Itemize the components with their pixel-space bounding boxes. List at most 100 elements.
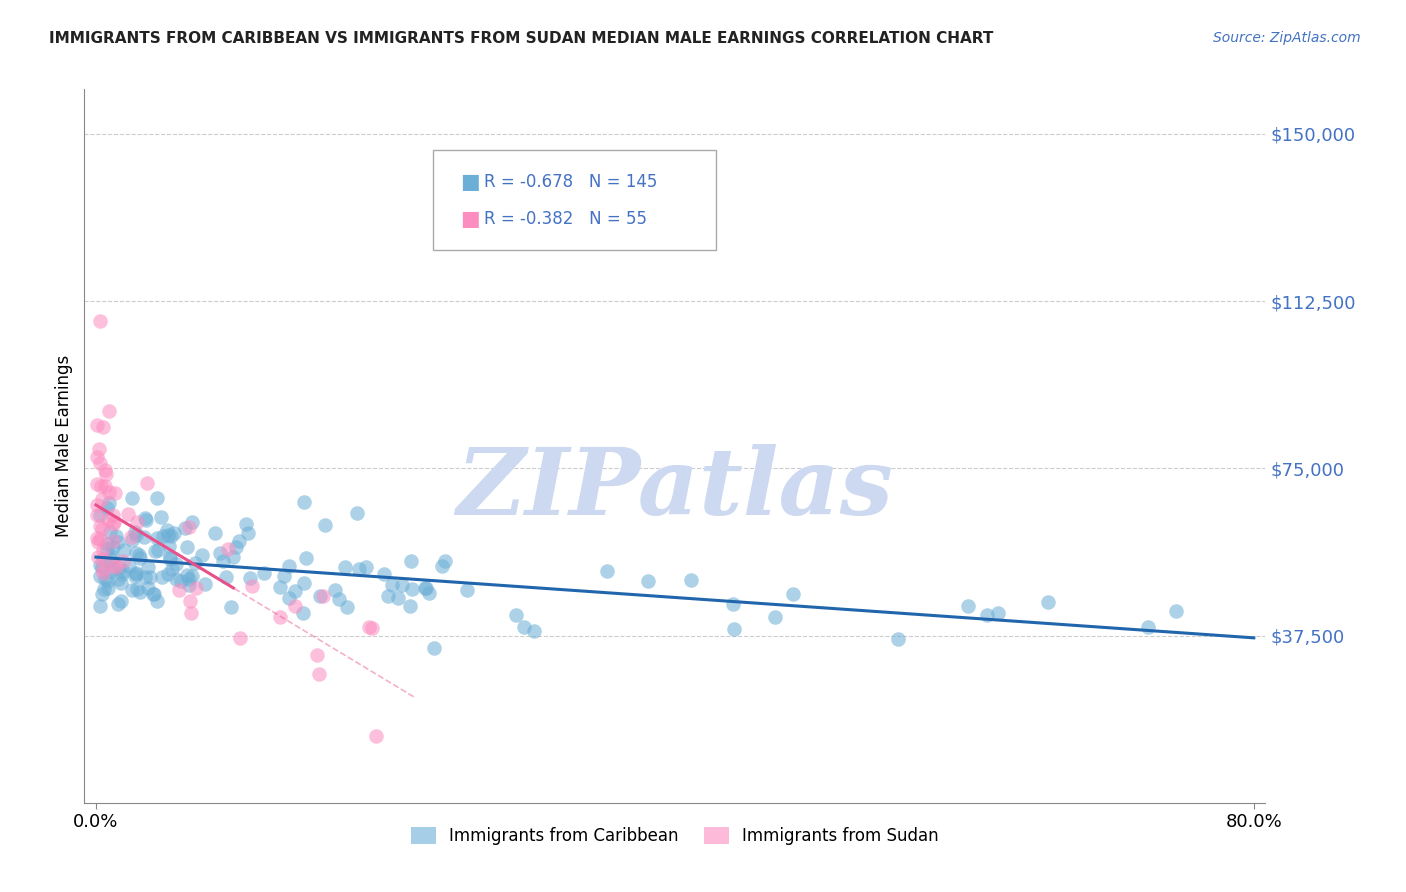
Point [128,548,150,562]
Point [159,552,181,566]
Point [176,540,198,554]
Point [170,574,193,589]
Point [97,404,120,418]
Point [186,581,208,595]
Point [121,533,143,547]
Point [94,572,117,586]
Point [284,583,307,598]
Point [128,585,150,599]
Point [222,550,245,565]
Point [782,587,804,601]
Point [103,515,125,529]
Point [103,558,125,572]
Point [156,567,179,582]
Point [215,570,238,584]
Point [146,491,169,505]
Point [94,479,117,493]
Point [89,508,111,522]
Point [204,525,226,540]
Point [160,562,183,576]
Point [1036,595,1059,609]
Point [377,589,399,603]
Point [212,554,235,568]
Point [150,569,173,583]
Point [97,484,120,499]
Point [146,594,169,608]
Point [96,501,118,516]
Point [96,541,118,556]
Point [183,556,205,570]
Point [957,599,980,614]
Point [765,609,787,624]
Point [101,517,124,532]
Point [124,566,146,580]
Point [596,564,619,578]
Point [309,589,332,603]
Point [93,582,115,597]
Point [97,513,120,527]
Point [269,610,291,624]
Point [1137,620,1160,634]
Point [111,566,134,581]
Point [146,543,169,558]
Point [97,574,120,588]
Point [505,607,527,622]
Point [91,552,114,566]
Point [456,583,478,598]
Point [292,495,315,509]
Point [239,571,262,585]
Point [93,566,115,580]
Point [134,531,156,545]
Point [160,529,183,543]
Point [418,586,440,600]
Point [98,496,121,510]
Point [100,552,122,566]
Point [96,537,118,551]
Point [90,522,112,536]
Point [323,583,346,598]
Point [221,599,243,614]
Point [145,543,167,558]
Y-axis label: Median Male Earnings: Median Male Earnings [55,355,73,537]
Point [124,569,146,583]
Point [105,529,128,543]
Text: ■: ■ [460,172,479,192]
Point [125,528,148,542]
Point [104,486,127,500]
Point [107,559,129,574]
Point [723,622,745,636]
Point [110,593,132,607]
Point [129,551,152,566]
Point [143,586,166,600]
Point [284,599,307,613]
Point [134,511,156,525]
Point [177,520,200,534]
Point [173,521,195,535]
Point [146,531,169,545]
Point [328,591,350,606]
Point [121,491,143,506]
Point [269,580,291,594]
Point [401,582,423,597]
Point [101,533,124,548]
Point [86,450,108,464]
Point [124,546,146,560]
Point [91,587,114,601]
Point [181,515,204,529]
Point [336,599,359,614]
Point [125,566,148,581]
Point [240,579,263,593]
Point [100,565,122,579]
Point [225,540,247,554]
Point [194,576,217,591]
Point [112,543,135,558]
Point [90,479,112,493]
Point [86,549,108,564]
Point [107,534,129,549]
Point [278,591,301,606]
Point [159,549,181,564]
Text: R = -0.678   N = 145: R = -0.678 N = 145 [484,173,657,191]
Point [89,314,111,328]
Point [150,509,173,524]
Point [90,560,112,574]
